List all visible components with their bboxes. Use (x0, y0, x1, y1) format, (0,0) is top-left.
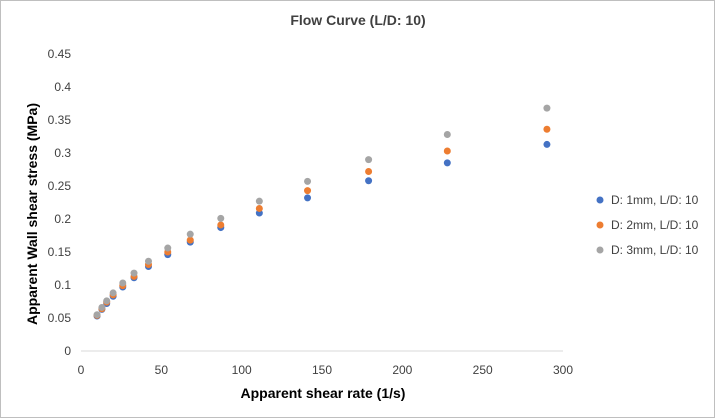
data-point (93, 311, 101, 319)
legend-marker (596, 221, 604, 229)
x-axis: 0 50 100 150 200 250 300 (78, 363, 574, 377)
y-tick-label: 0.15 (48, 245, 72, 259)
y-tick-label: 0.4 (54, 80, 71, 94)
chart-title: Flow Curve (L/D: 10) (290, 12, 425, 28)
x-tick-label: 300 (553, 363, 573, 377)
data-point (164, 244, 172, 252)
x-tick-label: 150 (312, 363, 332, 377)
series-1 (93, 140, 551, 320)
data-point (365, 167, 373, 175)
data-point (543, 104, 551, 112)
x-tick-label: 200 (392, 363, 412, 377)
data-point (98, 303, 106, 311)
data-point (365, 156, 373, 164)
data-point (186, 236, 194, 244)
y-tick-label: 0.35 (48, 113, 72, 127)
x-tick-label: 50 (155, 363, 169, 377)
plot-area (93, 104, 551, 320)
data-point (186, 230, 194, 238)
data-point (255, 197, 263, 205)
x-tick-label: 250 (473, 363, 493, 377)
y-tick-label: 0.2 (54, 212, 71, 226)
data-point (109, 289, 117, 297)
data-point (443, 147, 451, 155)
legend-marker (596, 246, 604, 254)
data-point (144, 257, 152, 265)
y-tick-label: 0 (64, 344, 71, 358)
data-point (103, 297, 111, 305)
data-point (130, 269, 138, 277)
x-tick-label: 100 (232, 363, 252, 377)
data-point (119, 279, 127, 287)
legend: D: 1mm, L/D: 10 D: 2mm, L/D: 10 D: 3mm, L/… (596, 193, 699, 257)
y-tick-label: 0.3 (54, 146, 71, 160)
y-axis-title: Apparent Wall shear stress (MPa) (24, 103, 40, 325)
series-3 (93, 104, 551, 319)
data-point (304, 177, 312, 185)
y-tick-label: 0.05 (48, 311, 72, 325)
series-2 (93, 125, 551, 319)
data-point (255, 204, 263, 212)
data-point (543, 140, 551, 148)
legend-label: D: 1mm, L/D: 10 (611, 193, 699, 207)
data-point (365, 177, 373, 185)
data-point (217, 214, 225, 222)
x-tick-label: 0 (78, 363, 85, 377)
legend-marker (596, 196, 604, 204)
y-tick-label: 0.25 (48, 179, 72, 193)
legend-label: D: 3mm, L/D: 10 (611, 243, 699, 257)
data-point (543, 125, 551, 133)
y-tick-label: 0.45 (48, 47, 72, 61)
legend-label: D: 2mm, L/D: 10 (611, 218, 699, 232)
data-point (304, 187, 312, 195)
y-tick-label: 0.1 (54, 278, 71, 292)
data-point (443, 131, 451, 139)
data-point (217, 221, 225, 229)
data-point (304, 194, 312, 202)
data-point (443, 159, 451, 167)
y-axis: 0 0.05 0.1 0.15 0.2 0.25 0.3 0.35 0.4 0.45 (48, 47, 72, 358)
x-axis-title: Apparent shear rate (1/s) (241, 385, 406, 401)
